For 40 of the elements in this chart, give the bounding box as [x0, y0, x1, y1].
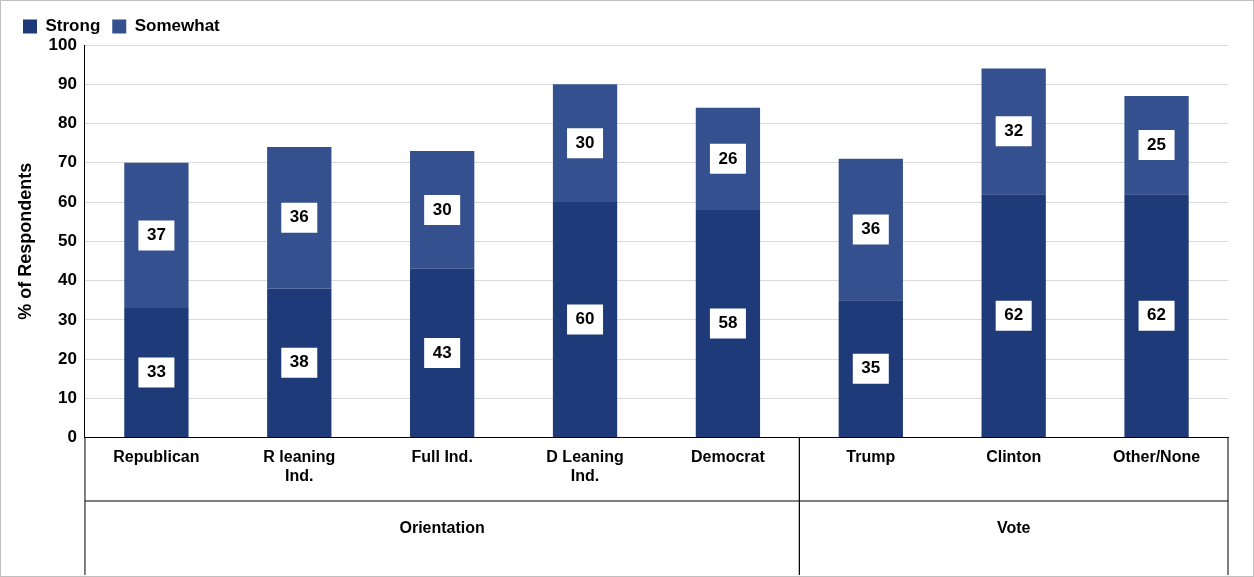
data-label: 36 — [861, 219, 881, 239]
legend-label: Strong — [45, 16, 101, 36]
data-label: 30 — [432, 199, 452, 219]
y-tick-label: 10 — [58, 388, 77, 408]
y-tick-label: 40 — [58, 270, 77, 290]
x-tick-label: Trump — [846, 447, 896, 465]
data-label: 38 — [289, 352, 309, 372]
x-tick-label: Democrat — [691, 447, 766, 465]
y-tick-label: 80 — [58, 113, 77, 133]
x-tick-label: D Leaning Ind. — [546, 447, 624, 484]
y-axis-title: % of Respondents — [14, 162, 35, 320]
y-tick-label: 20 — [58, 348, 77, 368]
y-tick-label: 90 — [58, 73, 77, 93]
data-label: 32 — [1004, 121, 1024, 141]
data-label: 26 — [718, 148, 738, 168]
x-tick-label: Other/None — [1113, 447, 1201, 465]
data-label: 36 — [289, 207, 309, 227]
y-tick-label: 0 — [67, 427, 77, 447]
data-label: 37 — [146, 225, 166, 245]
x-tick-label: Clinton — [986, 447, 1042, 465]
y-tick-label: 60 — [58, 191, 77, 211]
legend-label: Somewhat — [134, 16, 221, 36]
data-label: 43 — [432, 342, 452, 362]
data-label: 62 — [1147, 305, 1167, 325]
data-label: 60 — [575, 309, 595, 329]
data-label: 33 — [146, 362, 166, 382]
data-label: 62 — [1004, 305, 1024, 325]
y-tick-label: 30 — [58, 309, 77, 329]
data-label: 58 — [718, 313, 738, 333]
data-label: 30 — [575, 132, 595, 152]
x-tick-label: R leaning Ind. — [263, 447, 336, 484]
x-tick-label: Full Ind. — [411, 447, 473, 465]
text: Orientation — [399, 519, 485, 537]
x-tick-label: Republican — [113, 447, 200, 465]
y-tick-label: 70 — [58, 152, 77, 172]
data-label: 25 — [1147, 134, 1167, 154]
text: Vote — [996, 519, 1031, 537]
y-tick-label: 50 — [58, 230, 77, 250]
data-label: 35 — [861, 358, 881, 378]
y-tick-label: 100 — [48, 34, 77, 54]
